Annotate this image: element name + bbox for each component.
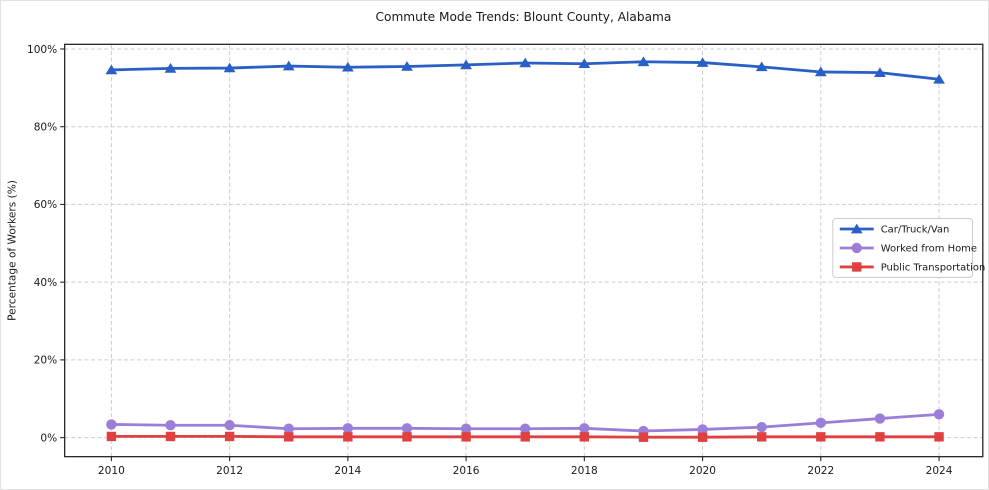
point-public-transportation-2020: [697, 432, 708, 442]
y-tick-label-40: 40%: [34, 277, 57, 289]
y-tick-label-80: 80%: [34, 121, 57, 133]
legend-entry-public-transportation: Public Transportation: [839, 262, 986, 273]
x-tick-label-2018: 2018: [571, 465, 598, 477]
point-public-transportation-2024: [934, 432, 944, 442]
x-tick-label-2012: 2012: [216, 465, 243, 477]
point-car-truck-van-2022: [814, 66, 827, 77]
legend-marker-worked-from-home-icon: [851, 242, 862, 254]
point-car-truck-van-2023: [874, 67, 886, 77]
point-worked-from-home-2012: [224, 419, 235, 431]
point-car-truck-van-2024: [933, 73, 945, 84]
chart-generated: 0% 20% 40% 60% 80% 100% 2010 2012 2014 2016 2018 20…: [27, 43, 986, 477]
legend-box: [832, 218, 974, 278]
point-public-transportation-2016: [461, 432, 471, 442]
y-tick-label-0: 0%: [40, 432, 57, 444]
point-worked-from-home-2014: [342, 423, 354, 434]
point-car-truck-van-2011: [164, 63, 177, 73]
point-car-truck-van-2021: [755, 61, 768, 72]
point-car-truck-van-2010: [105, 64, 118, 75]
legend-entry-car-truck-van: Car/Truck/Van: [839, 223, 950, 236]
point-public-transportation-2013: [284, 432, 294, 442]
y-axis-label: Percentage of Workers (%): [6, 180, 18, 321]
x-tick-label-2020: 2020: [689, 465, 716, 477]
series-car-truck-van: [105, 56, 945, 84]
point-worked-from-home-2011: [165, 419, 176, 431]
point-worked-from-home-2020: [697, 424, 708, 435]
legend-label-worked-from-home: Worked from Home: [881, 243, 977, 254]
point-worked-from-home-2022: [815, 417, 827, 429]
plot-border: [64, 43, 984, 458]
point-public-transportation-2018: [579, 432, 590, 442]
point-public-transportation-2019: [638, 432, 649, 442]
y-tick-label-20: 20%: [34, 355, 57, 367]
point-public-transportation-2017: [520, 432, 530, 442]
point-public-transportation-2022: [816, 432, 826, 442]
point-worked-from-home-2013: [283, 423, 294, 434]
point-public-transportation-2021: [757, 432, 767, 442]
legend-entry-worked-from-home: Worked from Home: [839, 242, 977, 254]
point-car-truck-van-2020: [696, 57, 709, 67]
point-car-truck-van-2013: [282, 60, 295, 71]
x-tick-label-2014: 2014: [334, 465, 361, 477]
legend-label-car-truck-van: Car/Truck/Van: [881, 225, 950, 236]
x-tick-label-2022: 2022: [807, 465, 834, 477]
point-car-truck-van-2014: [341, 61, 354, 72]
point-public-transportation-2015: [402, 432, 412, 442]
point-worked-from-home-2010: [106, 419, 117, 430]
point-car-truck-van-2019: [637, 56, 650, 67]
point-public-transportation-2010: [106, 431, 117, 442]
series-worked-from-home: [106, 409, 945, 437]
point-public-transportation-2012: [224, 431, 235, 442]
point-car-truck-van-2018: [578, 58, 591, 69]
point-worked-from-home-2018: [579, 423, 590, 434]
legend: Car/Truck/Van Worked from Home Public Tran…: [832, 218, 986, 278]
legend-marker-public-transportation-icon: [852, 262, 862, 272]
series-public-transportation: [106, 431, 944, 442]
point-worked-from-home-2017: [520, 423, 531, 434]
point-car-truck-van-2012: [223, 62, 236, 73]
chart-title: Commute Mode Trends: Blount County, Alab…: [376, 10, 672, 24]
point-worked-from-home-2016: [460, 423, 472, 434]
y-tick-label-60: 60%: [34, 199, 57, 211]
x-tick-label-2016: 2016: [453, 465, 480, 477]
y-tick-label-100: 100%: [27, 44, 57, 56]
point-car-truck-van-2015: [401, 61, 413, 71]
point-public-transportation-2023: [875, 432, 885, 442]
point-public-transportation-2011: [165, 431, 176, 442]
point-public-transportation-2014: [343, 432, 353, 442]
legend-label-public-transportation: Public Transportation: [881, 262, 986, 273]
point-car-truck-van-2016: [460, 59, 472, 70]
point-worked-from-home-2023: [874, 413, 886, 424]
x-tick-label-2024: 2024: [926, 465, 953, 477]
point-worked-from-home-2024: [933, 409, 945, 420]
point-worked-from-home-2015: [401, 423, 413, 434]
point-worked-from-home-2021: [756, 421, 767, 433]
point-car-truck-van-2017: [519, 57, 532, 68]
legend-marker-car-truck-van-icon: [850, 223, 863, 234]
x-tick-label-2010: 2010: [98, 465, 125, 477]
